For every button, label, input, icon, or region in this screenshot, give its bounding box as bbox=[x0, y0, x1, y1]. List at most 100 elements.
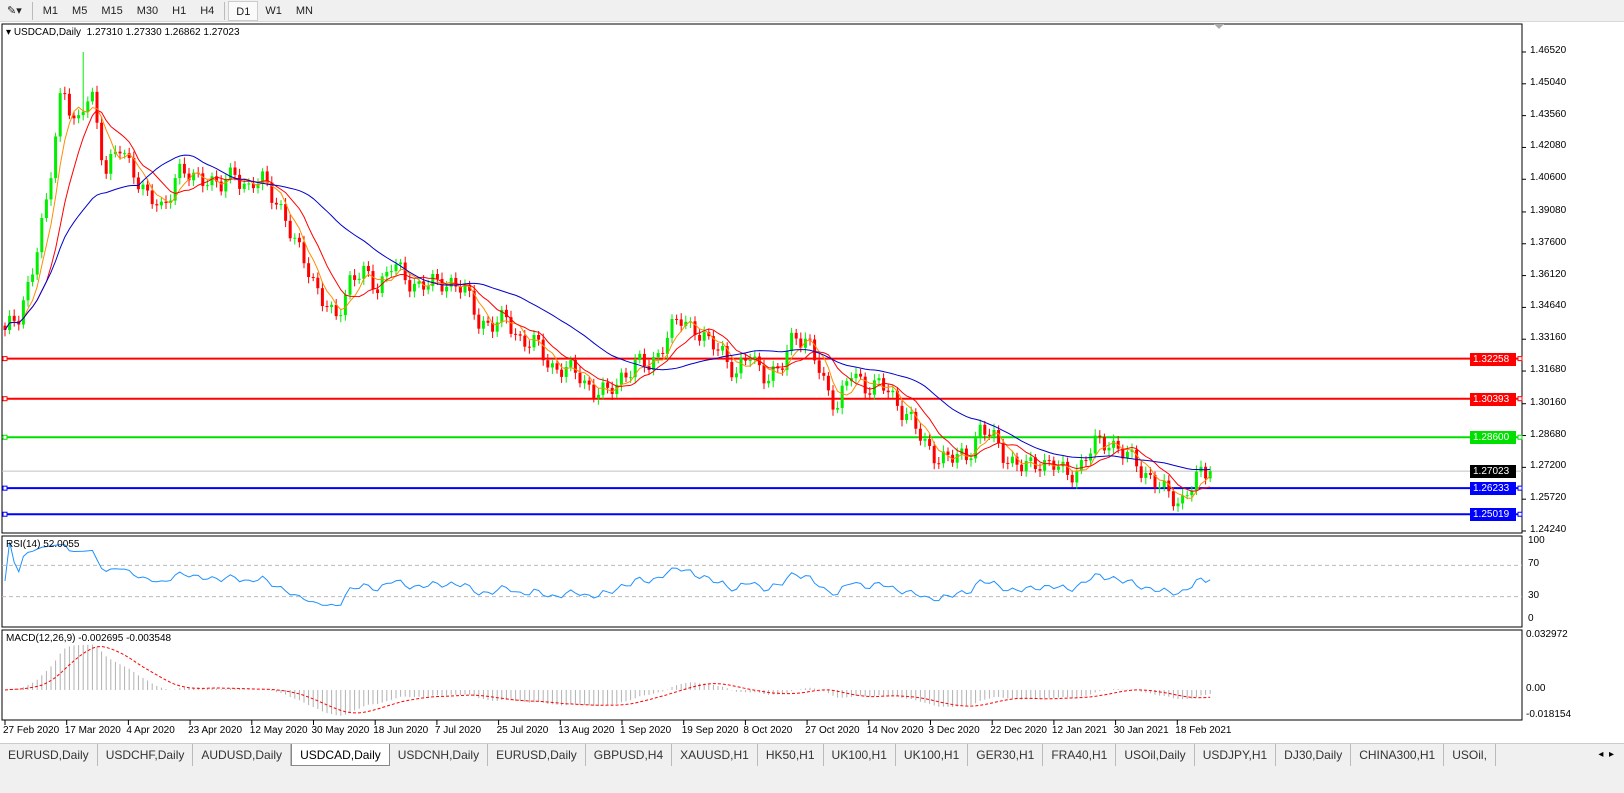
candle-body bbox=[454, 277, 458, 287]
price-tick-label: 1.30160 bbox=[1530, 396, 1567, 408]
candle-body bbox=[500, 309, 504, 323]
candle-body bbox=[656, 352, 660, 358]
candle-body bbox=[445, 286, 449, 292]
timeframe-h1[interactable]: H1 bbox=[172, 4, 187, 17]
date-tick-label: 30 Jan 2021 bbox=[1113, 725, 1169, 736]
candle-body bbox=[799, 338, 803, 348]
tab-scroll-arrows[interactable]: ◂ ▸ bbox=[1574, 744, 1624, 766]
tab-dj30-daily[interactable]: DJ30,Daily bbox=[1276, 744, 1352, 766]
candle-body bbox=[1176, 503, 1180, 507]
candle-body bbox=[606, 382, 610, 388]
tab-usdjpy-h1[interactable]: USDJPY,H1 bbox=[1195, 744, 1277, 766]
candle-body bbox=[1181, 495, 1185, 504]
candle-body bbox=[1162, 480, 1166, 488]
tab-usoil-daily[interactable]: USOil,Daily bbox=[1116, 744, 1195, 766]
tab-audusd-daily[interactable]: AUDUSD,Daily bbox=[193, 744, 292, 766]
timeframe-m30[interactable]: M30 bbox=[136, 4, 159, 17]
candle-body bbox=[371, 271, 375, 290]
candle-body bbox=[891, 390, 895, 393]
tab-xauusd-h1[interactable]: XAUUSD,H1 bbox=[672, 744, 758, 766]
candle-body bbox=[1139, 466, 1143, 478]
tab-usoil-[interactable]: USOil, bbox=[1444, 744, 1496, 766]
candle-body bbox=[1038, 469, 1042, 471]
price-tick-label: 1.31680 bbox=[1530, 364, 1567, 376]
candle-body bbox=[472, 290, 476, 315]
candle-body bbox=[376, 289, 380, 294]
date-tick-label: 18 Jun 2020 bbox=[373, 725, 429, 736]
candle-body bbox=[518, 334, 522, 336]
candle-body bbox=[633, 359, 637, 378]
chart-info: ▾ USDCAD,Daily 1.27310 1.27330 1.26862 1… bbox=[6, 27, 240, 38]
timeframe-d1[interactable]: D1 bbox=[228, 0, 259, 21]
last-price-label: 1.27023 bbox=[1470, 465, 1516, 479]
level-handle bbox=[2, 356, 8, 362]
candle-body bbox=[744, 358, 748, 361]
timeframe-mn[interactable]: MN bbox=[295, 4, 313, 17]
date-tick-label: 25 Jul 2020 bbox=[496, 725, 549, 736]
candle-body bbox=[288, 220, 292, 239]
tab-usdcnh-daily[interactable]: USDCNH,Daily bbox=[390, 744, 489, 766]
candle-body bbox=[978, 424, 982, 439]
candle-body bbox=[270, 182, 274, 203]
date-tick-label: 19 Sep 2020 bbox=[681, 725, 739, 736]
candle-body bbox=[403, 262, 407, 281]
candle-body bbox=[1204, 466, 1208, 479]
tab-ger30-h1[interactable]: GER30,H1 bbox=[968, 744, 1044, 766]
tab-uk100-h1[interactable]: UK100,H1 bbox=[824, 744, 896, 766]
candle-body bbox=[81, 111, 85, 116]
line-tool-icon[interactable]: ✎▾ bbox=[7, 4, 22, 17]
timeframe-h4[interactable]: H4 bbox=[200, 4, 215, 17]
candle-body bbox=[629, 377, 633, 379]
date-tick-label: 4 Apr 2020 bbox=[126, 725, 175, 736]
candle-body bbox=[969, 458, 973, 461]
candle-body bbox=[868, 393, 872, 395]
candle-body bbox=[716, 349, 720, 351]
candle-body bbox=[895, 390, 899, 406]
candle-body bbox=[923, 439, 927, 441]
price-tick-label: 1.24240 bbox=[1530, 524, 1567, 535]
timeframe-w1[interactable]: W1 bbox=[265, 4, 282, 17]
candle-body bbox=[546, 360, 550, 368]
tab-uk100-h1[interactable]: UK100,H1 bbox=[896, 744, 969, 766]
chart-canvas[interactable] bbox=[0, 0, 1624, 742]
candle-body bbox=[325, 305, 329, 308]
macd-label: MACD(12,26,9) -0.002695 -0.003548 bbox=[6, 633, 172, 644]
candle-body bbox=[1167, 480, 1171, 492]
candle-body bbox=[937, 463, 941, 465]
candle-body bbox=[90, 91, 94, 102]
timeframe-m1[interactable]: M1 bbox=[42, 4, 59, 17]
level-price-label: 1.28600 bbox=[1470, 431, 1516, 445]
candle-body bbox=[366, 265, 370, 272]
toolbar-divider bbox=[224, 1, 226, 20]
tab-china300-h1[interactable]: CHINA300,H1 bbox=[1351, 744, 1445, 766]
candle-body bbox=[261, 171, 265, 185]
price-tick-label: 1.36120 bbox=[1530, 268, 1567, 280]
tab-usdchf-daily[interactable]: USDCHF,Daily bbox=[98, 744, 194, 766]
candle-body bbox=[725, 346, 729, 363]
tab-hk50-h1[interactable]: HK50,H1 bbox=[758, 744, 824, 766]
tab-eurusd-daily[interactable]: EURUSD,Daily bbox=[0, 744, 98, 766]
candle-body bbox=[748, 359, 752, 361]
candle-body bbox=[21, 300, 25, 325]
candle-body bbox=[311, 277, 315, 279]
macd-signal-line bbox=[4, 645, 1211, 714]
timeframe-m15[interactable]: M15 bbox=[101, 4, 123, 17]
symbol-label: USDCAD,Daily bbox=[13, 27, 82, 38]
candle-body bbox=[1112, 440, 1116, 448]
date-tick-label: 22 Dec 2020 bbox=[990, 725, 1047, 736]
macd-tick-label: -0.018154 bbox=[1526, 709, 1572, 720]
candle-body bbox=[900, 405, 904, 420]
tab-eurusd-daily[interactable]: EURUSD,Daily bbox=[488, 744, 586, 766]
candle-body bbox=[3, 325, 7, 330]
timeframe-m5[interactable]: M5 bbox=[72, 4, 88, 17]
candle-body bbox=[178, 163, 182, 179]
candle-body bbox=[417, 281, 421, 284]
candle-body bbox=[279, 204, 283, 206]
candle-body bbox=[385, 271, 389, 277]
tab-usdcad-daily[interactable]: USDCAD,Daily bbox=[291, 744, 390, 766]
candle-body bbox=[1153, 474, 1157, 488]
candle-body bbox=[1185, 495, 1189, 497]
tab-fra40-h1[interactable]: FRA40,H1 bbox=[1043, 744, 1117, 766]
candle-body bbox=[1102, 437, 1106, 451]
tab-gbpusd-h4[interactable]: GBPUSD,H4 bbox=[586, 744, 673, 766]
